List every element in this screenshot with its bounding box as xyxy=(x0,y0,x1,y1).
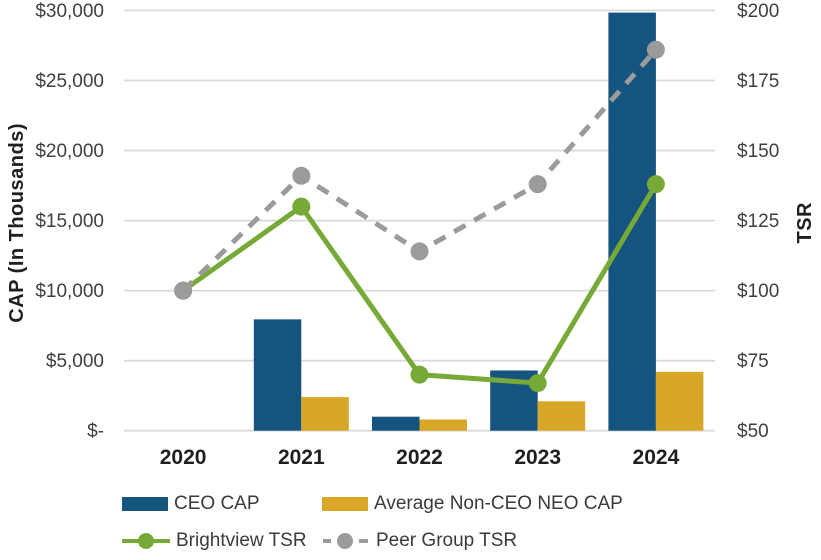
x-axis-label-2024: 2024 xyxy=(633,446,680,469)
left-axis-tick-label: $25,000 xyxy=(35,71,104,92)
right-axis-tick-label: $100 xyxy=(737,281,779,302)
bar-swatch-icon xyxy=(322,497,368,511)
line-marker-icon xyxy=(337,533,353,549)
left-axis-tick-label: $15,000 xyxy=(35,211,104,232)
legend-label-brightview-tsr: Brightview TSR xyxy=(176,530,307,551)
marker-peer-group-tsr-2021 xyxy=(292,166,311,185)
legend-label-ceo-cap: CEO CAP xyxy=(174,493,260,514)
right-axis-tick-label: $150 xyxy=(737,141,779,162)
legend-swatch-brightview-tsr xyxy=(122,533,170,549)
bar-average-non-ceo-neo-cap-2024 xyxy=(655,371,704,431)
marker-brightview-tsr-2024 xyxy=(646,175,665,194)
marker-peer-group-tsr-2020 xyxy=(174,281,193,300)
legend-label-avg-non-ceo-neo-cap: Average Non-CEO NEO CAP xyxy=(374,493,623,514)
legend-item-brightview-tsr: Brightview TSR xyxy=(122,531,322,551)
right-axis-tick-label: $125 xyxy=(737,211,779,232)
marker-peer-group-tsr-2023 xyxy=(528,175,547,194)
marker-peer-group-tsr-2024 xyxy=(646,40,665,59)
right-axis-tick-label: $50 xyxy=(737,421,769,442)
x-axis-label-2020: 2020 xyxy=(160,446,207,469)
right-axis-tick-label: $200 xyxy=(737,1,779,22)
left-axis-tick-label: $10,000 xyxy=(35,281,104,302)
left-axis-tick-label: $- xyxy=(87,421,104,442)
bar-average-non-ceo-neo-cap-2023 xyxy=(537,401,586,431)
x-axis-label-2021: 2021 xyxy=(278,446,325,469)
right-axis-tick-label: $75 xyxy=(737,351,769,372)
legend-label-peer-group-tsr: Peer Group TSR xyxy=(376,530,518,551)
left-axis-tick-label: $20,000 xyxy=(35,141,104,162)
x-axis-label-2023: 2023 xyxy=(514,446,561,469)
legend-swatch-ceo-cap xyxy=(122,497,168,511)
legend-item-avg-non-ceo-neo-cap: Average Non-CEO NEO CAP xyxy=(322,494,742,514)
marker-brightview-tsr-2022 xyxy=(410,365,429,384)
x-axis-label-2022: 2022 xyxy=(396,446,443,469)
bar-ceo-cap-2022 xyxy=(372,416,420,431)
marker-peer-group-tsr-2022 xyxy=(410,242,429,261)
left-axis-tick-label: $30,000 xyxy=(35,1,104,22)
legend-item-peer-group-tsr: Peer Group TSR xyxy=(322,531,742,551)
legend-swatch-peer-group-tsr xyxy=(323,533,369,549)
legend-swatch-avg-non-ceo-neo-cap xyxy=(322,497,368,511)
bar-average-non-ceo-neo-cap-2021 xyxy=(301,397,349,431)
marker-brightview-tsr-2023 xyxy=(528,374,547,393)
left-axis-tick-label: $5,000 xyxy=(46,351,104,372)
bar-swatch-icon xyxy=(122,497,168,511)
marker-brightview-tsr-2021 xyxy=(292,197,311,216)
line-marker-icon xyxy=(138,533,154,549)
legend-item-ceo-cap: CEO CAP xyxy=(122,494,322,514)
chart-plot-area: $- $50 $5,000 $75 $10,000 $100 $15,000 $125 $20,… xyxy=(35,1,779,469)
right-axis-tick-label: $175 xyxy=(737,71,779,92)
bar-ceo-cap-2021 xyxy=(253,319,302,431)
bar-average-non-ceo-neo-cap-2022 xyxy=(419,419,467,431)
chart-legend: CEO CAP Average Non-CEO NEO CAP Brightvi… xyxy=(122,494,742,551)
